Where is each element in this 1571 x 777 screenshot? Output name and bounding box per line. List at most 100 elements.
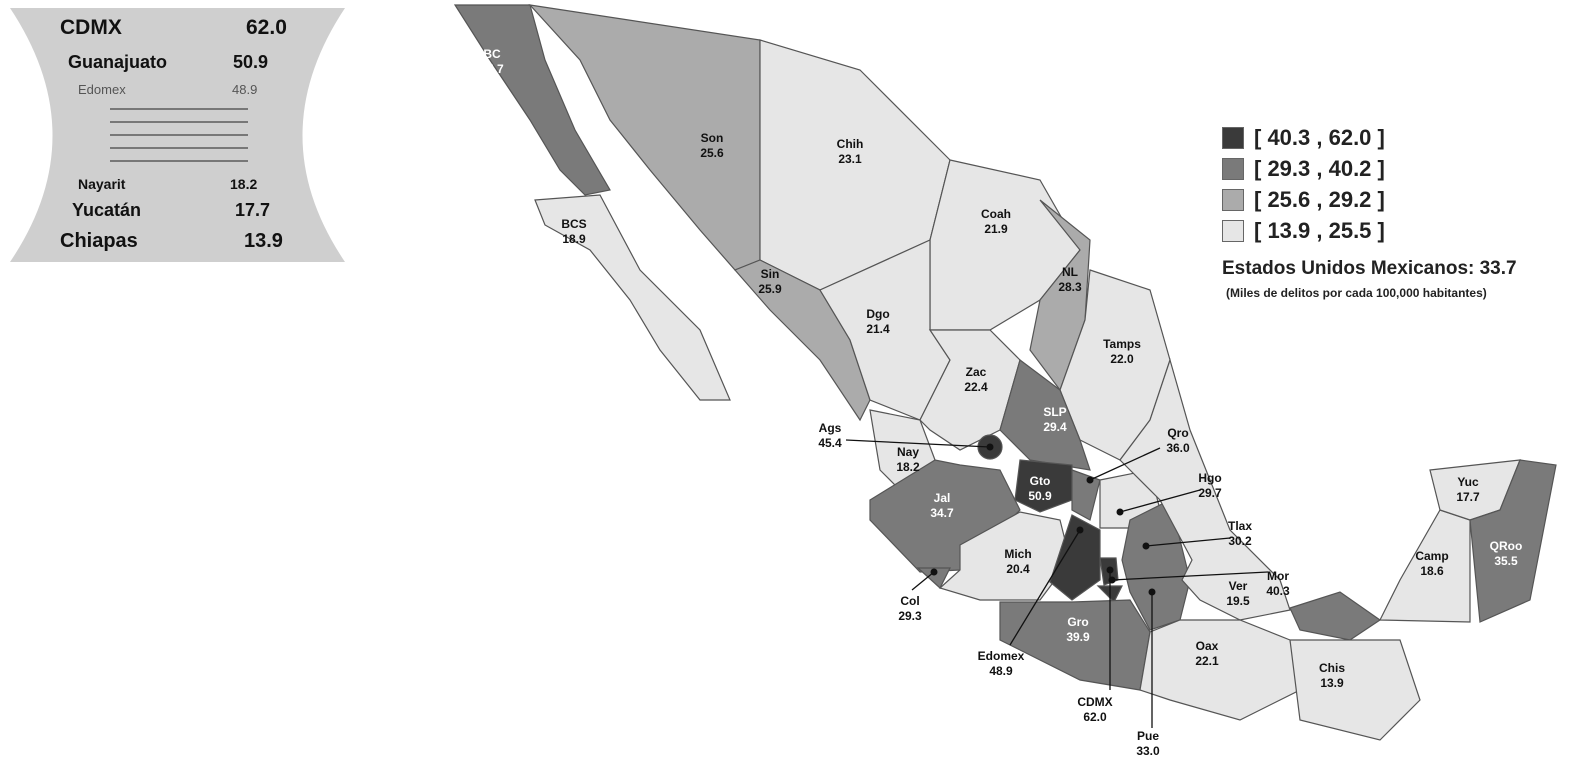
leader-line — [911, 571, 935, 591]
state-value: 29.3 — [898, 609, 922, 623]
leader-dot — [986, 443, 994, 451]
state-value: 62.0 — [1083, 710, 1107, 724]
state-slp — [999, 358, 1091, 471]
legend-item: [ 25.6 , 29.2 ] — [1222, 184, 1517, 215]
leader-dot — [1148, 588, 1156, 596]
state-gro — [999, 599, 1151, 691]
state-value: 25.9 — [758, 282, 782, 296]
state-value: 18.2 — [896, 460, 920, 474]
state-edomex — [1049, 514, 1101, 601]
state-label: Sin — [761, 267, 780, 281]
rank-name: Chiapas — [60, 230, 138, 252]
state-value: 50.9 — [1028, 489, 1052, 503]
legend-swatch — [1222, 126, 1244, 149]
leader-dot — [1142, 542, 1150, 550]
state-ranking-panel: CDMX 62.0 Guanajuato 50.9 Edomex 48.9 Na… — [10, 6, 345, 264]
leader-dot — [930, 568, 938, 576]
rank-value: 50.9 — [233, 52, 269, 72]
state-value: 18.9 — [562, 232, 586, 246]
leader-line — [1009, 529, 1081, 646]
state-label: Tlax — [1228, 519, 1252, 533]
legend-swatch — [1222, 188, 1244, 211]
state-label: BCS — [561, 217, 586, 231]
state-value: 35.5 — [1494, 554, 1518, 568]
legend-swatch — [1222, 157, 1244, 180]
leader-dot — [1076, 526, 1084, 534]
state-ver — [1119, 357, 1291, 621]
state-value: 23.1 — [838, 152, 862, 166]
state-value: 19.5 — [1226, 594, 1250, 608]
rank-name: Guanajuato — [68, 52, 168, 72]
legend-item: [ 29.3 , 40.2 ] — [1222, 153, 1517, 184]
state-value: 22.1 — [1195, 654, 1219, 668]
state-label: CDMX — [1077, 695, 1112, 709]
state-value: 36.0 — [1166, 441, 1190, 455]
state-label: Coah — [981, 207, 1011, 221]
state-label: Mor — [1267, 569, 1289, 583]
rank-value: 13.9 — [244, 230, 283, 252]
state-bc — [453, 4, 611, 196]
state-value: 45.4 — [818, 436, 842, 450]
state-label: QRoo — [1490, 539, 1523, 553]
leader-dot — [1106, 566, 1114, 574]
rank-name: Edomex — [78, 82, 126, 97]
state-value: 22.4 — [964, 380, 988, 394]
state-value: 34.7 — [930, 506, 954, 520]
state-tab — [1289, 591, 1382, 641]
state-label: Chih — [837, 137, 864, 151]
state-label: Col — [900, 594, 919, 608]
rank-value: 48.9 — [232, 82, 258, 97]
state-value: 40.3 — [1266, 584, 1290, 598]
state-value: 35.7 — [480, 62, 504, 76]
state-label: Hgo — [1198, 471, 1221, 485]
state-label: Chis — [1319, 661, 1345, 675]
legend-label: [ 40.3 , 62.0 ] — [1254, 124, 1385, 150]
state-mich — [938, 511, 1071, 601]
legend-item: [ 40.3 , 62.0 ] — [1222, 122, 1517, 153]
state-label: Gro — [1067, 615, 1088, 629]
state-label: Jal — [934, 491, 951, 505]
state-col — [916, 567, 951, 589]
state-label: Edomex — [978, 649, 1025, 663]
leader-dot — [1108, 576, 1116, 584]
rank-name: CDMX — [60, 16, 122, 39]
state-label: Yuc — [1457, 475, 1479, 489]
leader-line — [1111, 571, 1269, 581]
state-value: 29.7 — [1198, 486, 1222, 500]
state-label: Gto — [1030, 474, 1051, 488]
rank-value: 17.7 — [235, 200, 271, 220]
state-label: Pue — [1137, 729, 1159, 743]
state-gto — [1014, 459, 1073, 513]
state-value: 22.0 — [1110, 352, 1134, 366]
state-value: 28.3 — [1058, 280, 1082, 294]
state-oax — [1139, 619, 1301, 721]
state-label: Camp — [1415, 549, 1448, 563]
state-label: Nay — [897, 445, 919, 459]
state-qroo — [1469, 459, 1557, 623]
rank-value: 18.2 — [230, 176, 258, 192]
state-label: Ver — [1229, 579, 1248, 593]
map-legend: [ 40.3 , 62.0 ] [ 29.3 , 40.2 ] [ 25.6 ,… — [1222, 122, 1517, 300]
state-value: 17.7 — [1456, 490, 1480, 504]
unit-note: (Miles de delitos por cada 100,000 habit… — [1226, 286, 1487, 300]
leader-line — [1119, 489, 1201, 513]
state-label: Zac — [966, 365, 987, 379]
state-value: 29.4 — [1043, 420, 1067, 434]
state-value: 48.9 — [989, 664, 1013, 678]
state-value: 30.2 — [1228, 534, 1252, 548]
legend-label: [ 13.9 , 25.5 ] — [1254, 217, 1385, 243]
legend-label: [ 29.3 , 40.2 ] — [1254, 155, 1385, 181]
rank-value: 62.0 — [246, 16, 287, 39]
state-label: Tab — [1322, 557, 1342, 571]
state-label: Dgo — [866, 307, 889, 321]
leader-line — [1145, 537, 1231, 547]
leader-line — [1089, 447, 1161, 481]
state-value: 13.9 — [1320, 676, 1344, 690]
state-label: Ags — [819, 421, 842, 435]
legend-swatch — [1222, 219, 1244, 242]
leader-line — [845, 439, 991, 448]
leader-dot — [1086, 476, 1094, 484]
national-rate: Estados Unidos Mexicanos: 33.7 — [1222, 258, 1517, 279]
state-zac — [919, 329, 1021, 451]
